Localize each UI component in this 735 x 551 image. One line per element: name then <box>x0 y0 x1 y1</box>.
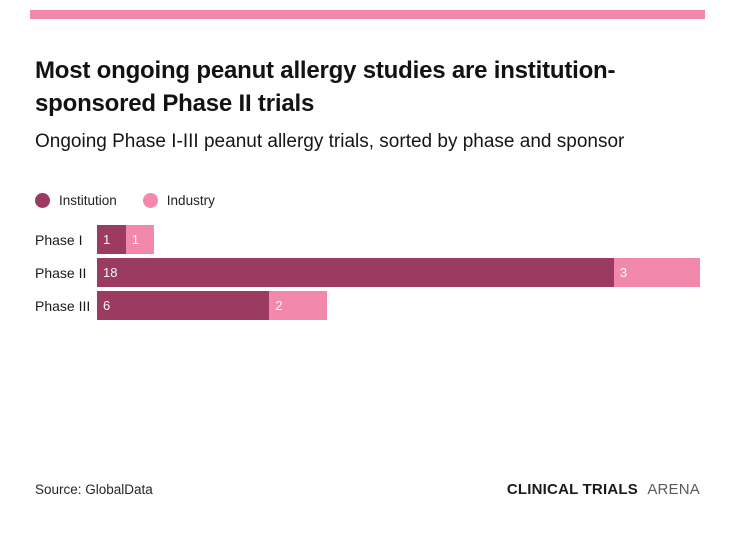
bar-segment-industry: 3 <box>613 258 700 287</box>
legend-label-institution: Institution <box>59 193 117 208</box>
chart-subtitle: Ongoing Phase I-III peanut allergy trial… <box>35 131 625 152</box>
bar-segment-industry: 1 <box>125 225 155 254</box>
bar-value-label: 3 <box>619 265 628 280</box>
legend-item-institution: Institution <box>35 193 117 208</box>
bar-segment-industry: 2 <box>269 291 327 320</box>
brand-bold-text: CLINICAL TRIALS <box>506 481 638 498</box>
row-label: Phase III <box>35 297 91 314</box>
bar-value-label: 1 <box>103 232 111 247</box>
industry-dot-icon <box>142 193 158 208</box>
row-label: Phase I <box>35 231 83 248</box>
chart-row: Phase II 18 3 <box>35 258 700 287</box>
bar-segment-institution: 1 <box>97 225 126 254</box>
bar-value-label: 2 <box>275 298 283 313</box>
bar-track: 18 3 <box>97 258 700 287</box>
institution-dot-icon <box>35 193 50 208</box>
chart-row: Phase III 6 2 <box>35 291 700 320</box>
bar-segment-institution: 18 <box>97 258 614 287</box>
accent-bar <box>30 10 705 19</box>
bar-segment-institution: 6 <box>97 291 270 320</box>
bar-value-label: 1 <box>131 232 139 247</box>
legend-label-industry: Industry <box>166 193 215 208</box>
bar-chart: Phase I 1 1 Phase II 18 3 Phase III 6 2 <box>35 225 700 324</box>
brand-light-text: ARENA <box>647 481 700 498</box>
chart-rows: Phase I 1 1 Phase II 18 3 Phase III 6 2 <box>35 225 700 320</box>
bar-value-label: 18 <box>103 265 118 280</box>
brand-logo: CLINICAL TRIALS ARENA <box>507 481 700 498</box>
legend-item-industry: Industry <box>142 193 215 208</box>
chart-title: Most ongoing peanut allergy studies are … <box>35 57 616 117</box>
legend: Institution Industry <box>35 193 241 208</box>
bar-value-label: 6 <box>103 298 111 313</box>
row-label: Phase II <box>35 264 87 281</box>
source-text: Source: GlobalData <box>35 482 153 497</box>
